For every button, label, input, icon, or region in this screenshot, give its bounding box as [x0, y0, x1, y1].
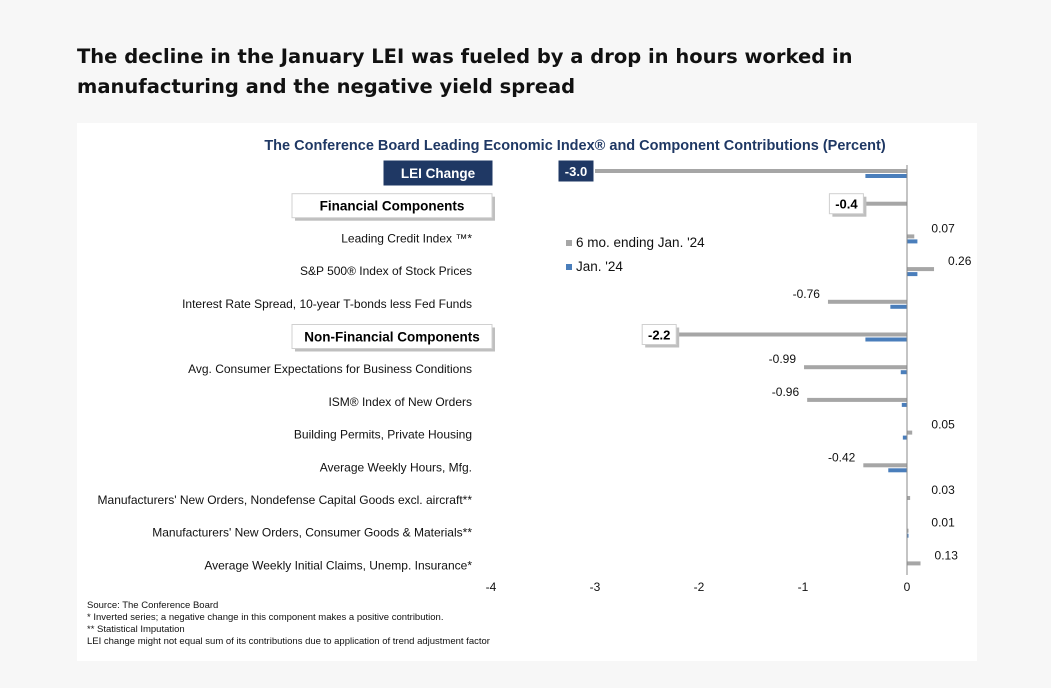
bar-jan — [865, 174, 907, 178]
category-label: LEI Change — [401, 166, 476, 181]
legend-swatch — [566, 264, 572, 270]
bar-six-month — [863, 463, 907, 468]
value-label-box — [641, 324, 677, 345]
legend-swatch — [566, 240, 572, 246]
category-label: Average Weekly Hours, Mfg. — [320, 460, 472, 474]
value-label: -0.99 — [769, 352, 797, 366]
x-tick-label: -2 — [694, 580, 705, 594]
chart-title: The Conference Board Leading Economic In… — [264, 138, 886, 154]
bar-jan — [907, 239, 918, 244]
value-label: 0.13 — [935, 548, 959, 562]
x-tick-label: -3 — [590, 580, 601, 594]
footnote: LEI change might not equal sum of its co… — [87, 636, 490, 647]
legend-label: Jan. '24 — [576, 259, 623, 274]
lei-contributions-chart: The Conference Board Leading Economic In… — [87, 138, 972, 647]
bar-six-month — [907, 430, 913, 435]
value-label: 0.01 — [931, 516, 955, 530]
header-box — [383, 160, 493, 186]
category-label: Interest Rate Spread, 10-year T-bonds le… — [182, 297, 472, 311]
bar-jan — [901, 402, 907, 407]
x-tick-label: 0 — [904, 580, 911, 594]
value-label: -2.2 — [648, 328, 670, 343]
bar-jan — [865, 337, 907, 342]
bar-jan — [890, 304, 907, 309]
category-label: Non-Financial Components — [304, 330, 480, 345]
value-label: 0.03 — [931, 483, 955, 497]
category-label: Leading Credit Index ™* — [341, 231, 472, 245]
bar-six-month — [804, 365, 907, 370]
footnote: * Inverted series; a negative change in … — [87, 612, 443, 623]
bar-jan — [888, 468, 907, 473]
category-label: Manufacturers' New Orders, Nondefense Ca… — [98, 493, 473, 507]
bar-six-month — [907, 496, 911, 500]
legend-label: 6 mo. ending Jan. '24 — [576, 235, 705, 250]
value-label: -0.42 — [828, 450, 856, 464]
category-label: Avg. Consumer Expectations for Business … — [188, 362, 472, 376]
bar-six-month — [907, 561, 921, 566]
x-tick-label: -4 — [486, 580, 497, 594]
value-label: -0.76 — [793, 287, 821, 301]
page-continuation-text — [0, 676, 1051, 688]
bar-jan — [900, 370, 907, 375]
value-label: -3.0 — [565, 164, 587, 179]
bar-six-month — [865, 201, 907, 206]
value-label: 0.26 — [948, 254, 972, 268]
x-tick-label: -1 — [798, 580, 809, 594]
bar-six-month — [827, 299, 907, 304]
footnote: Source: The Conference Board — [87, 600, 218, 611]
chart-panel: The Conference Board Leading Economic In… — [77, 123, 977, 661]
bar-six-month — [907, 234, 915, 239]
value-label: -0.4 — [835, 197, 858, 212]
bar-jan — [907, 533, 909, 538]
header-box — [291, 324, 493, 349]
category-label: Financial Components — [320, 199, 465, 214]
header-box — [291, 193, 493, 219]
category-label: Average Weekly Initial Claims, Unemp. In… — [204, 558, 472, 572]
bar-six-month — [807, 397, 907, 402]
value-label: 0.05 — [931, 418, 955, 432]
bar-jan — [902, 435, 907, 440]
value-label: -0.96 — [772, 385, 800, 399]
category-label: S&P 500® Index of Stock Prices — [300, 264, 472, 278]
value-label-box — [828, 193, 864, 215]
value-label: 0.07 — [931, 221, 955, 235]
value-label-box — [558, 160, 594, 182]
category-label: ISM® Index of New Orders — [328, 395, 472, 409]
page-headline: The decline in the January LEI was fuele… — [77, 45, 853, 98]
bar-six-month — [595, 169, 907, 173]
bar-jan — [907, 272, 918, 277]
bar-six-month — [907, 528, 909, 533]
bar-six-month — [678, 332, 907, 337]
category-label: Manufacturers' New Orders, Consumer Good… — [152, 526, 472, 540]
footnote: ** Statistical Imputation — [87, 624, 185, 635]
bar-six-month — [907, 267, 935, 272]
category-label: Building Permits, Private Housing — [294, 428, 472, 442]
